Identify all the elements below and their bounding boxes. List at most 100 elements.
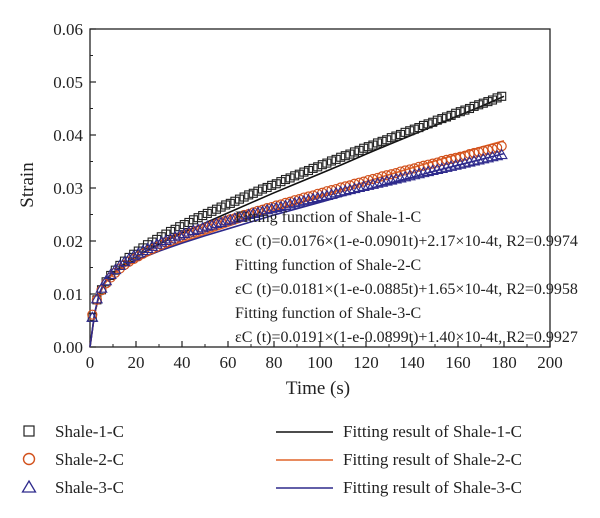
data-point-shale-1 (230, 196, 240, 206)
x-tick-label: 40 (174, 353, 191, 372)
data-point-shale-1 (446, 110, 456, 120)
data-point-shale-1 (455, 107, 465, 117)
data-point-shale-1 (322, 158, 332, 168)
data-point-shale-3 (168, 230, 182, 242)
data-point-shale-3 (449, 159, 462, 170)
x-tick-label: 60 (220, 353, 237, 372)
data-point-shale-1 (234, 194, 245, 204)
x-tick-label: 140 (399, 353, 425, 372)
data-point-shale-3 (196, 221, 209, 233)
y-tick-label: 0.04 (53, 126, 83, 145)
data-point-shale-2 (478, 145, 489, 156)
x-tick-label: 160 (445, 353, 471, 372)
y-tick-label: 0.01 (53, 285, 83, 304)
data-point-shale-3 (302, 193, 315, 205)
data-point-shale-3 (431, 163, 444, 174)
data-point-shale-1 (483, 97, 493, 107)
data-point-shale-1 (451, 108, 461, 118)
data-point-shale-1 (244, 190, 254, 200)
data-point-shale-1 (464, 103, 475, 114)
data-point-shale-1 (262, 182, 272, 193)
data-point-shale-3 (233, 211, 246, 222)
x-tick-label: 180 (491, 353, 517, 372)
legend-label-shale-2: Shale-2-C (55, 450, 124, 469)
data-point-shale-3 (385, 173, 398, 185)
data-point-shale-3 (435, 162, 449, 173)
data-point-shale-3 (224, 213, 237, 225)
data-point-shale-3 (132, 247, 145, 258)
data-point-shale-3 (408, 168, 421, 180)
data-point-shale-1 (487, 95, 498, 105)
data-point-shale-3 (228, 212, 242, 223)
data-point-shale-3 (458, 156, 472, 168)
annotation-formula-shale-3: εC (t)=0.0191×(1-e-0.0899t)+1.40×10-4t, … (235, 329, 578, 346)
data-point-shale-3 (444, 160, 458, 171)
data-point-shale-1 (253, 186, 263, 196)
data-point-shale-3 (155, 235, 168, 247)
data-point-shale-1 (276, 177, 286, 187)
data-point-shale-3 (417, 166, 430, 178)
data-point-shale-3 (187, 224, 200, 235)
data-point-shale-3 (311, 191, 324, 203)
data-point-shale-1 (317, 160, 327, 170)
y-tick-label: 0.00 (53, 338, 83, 357)
legend-item-fit-3: Fitting result of Shale-3-C (276, 478, 522, 497)
data-point-shale-3 (477, 152, 490, 164)
data-point-shale-3 (283, 197, 297, 209)
annotation-formula-shale-1: εC (t)=0.0176×(1-e-0.0901t)+2.17×10-4t, … (235, 233, 578, 250)
data-point-shale-2 (473, 146, 484, 158)
data-point-shale-3 (237, 209, 251, 221)
x-tick-label: 0 (86, 353, 95, 372)
data-point-shale-3 (141, 242, 154, 253)
x-axis-title: Time (s) (286, 378, 350, 399)
data-point-shale-3 (454, 158, 467, 169)
x-tick-label: 200 (537, 353, 563, 372)
data-point-shale-3 (426, 164, 439, 176)
data-point-shale-1 (193, 213, 203, 223)
y-tick-label: 0.03 (53, 179, 83, 198)
data-point-shale-3 (357, 180, 370, 191)
data-point-shale-1 (239, 192, 249, 202)
annotation-title-shale-3: Fitting function of Shale-3-C (235, 305, 421, 322)
legend-item-shale-3: Shale-3-C (21, 478, 124, 497)
data-point-shale-3 (325, 188, 338, 199)
data-point-shale-3 (182, 225, 196, 237)
x-tick-label: 20 (128, 353, 145, 372)
data-point-shale-1 (372, 138, 383, 148)
data-point-shale-1 (280, 174, 291, 185)
data-point-shale-2 (91, 294, 103, 305)
data-point-shale-1 (418, 120, 429, 131)
data-point-shale-1 (290, 171, 300, 181)
data-point-shale-1 (308, 163, 318, 173)
data-point-shale-3 (150, 238, 163, 249)
data-point-shale-3 (173, 229, 186, 240)
data-point-shale-1 (294, 169, 304, 179)
data-point-shale-3 (329, 186, 343, 198)
data-point-shale-1 (441, 112, 452, 122)
data-point-shale-3 (136, 244, 150, 256)
x-tick-label: 80 (266, 353, 283, 372)
y-axis-title: Strain (17, 162, 38, 208)
data-point-shale-3 (371, 177, 384, 188)
data-point-shale-3 (86, 311, 99, 322)
data-point-shale-1 (221, 200, 231, 210)
data-point-shale-3 (481, 151, 495, 163)
y-tick-label: 0.02 (53, 232, 83, 251)
x-tick-label: 100 (307, 353, 333, 372)
data-point-shale-3 (113, 259, 127, 270)
data-point-shale-2 (492, 142, 503, 153)
data-point-shale-3 (297, 194, 311, 206)
data-point-shale-1 (382, 135, 392, 145)
data-point-shale-1 (363, 142, 373, 152)
data-point-shale-3 (214, 216, 228, 227)
data-point-shale-2 (455, 151, 466, 162)
data-point-shale-1 (340, 151, 350, 161)
data-point-shale-2 (450, 152, 461, 163)
data-point-shale-1 (386, 133, 396, 143)
data-point-shale-3 (389, 172, 403, 184)
data-point-shale-3 (279, 199, 292, 211)
legend-item-shale-1: Shale-1-C (23, 422, 124, 441)
data-point-shale-3 (375, 176, 389, 187)
legend-label-fit-3: Fitting result of Shale-3-C (343, 478, 522, 497)
